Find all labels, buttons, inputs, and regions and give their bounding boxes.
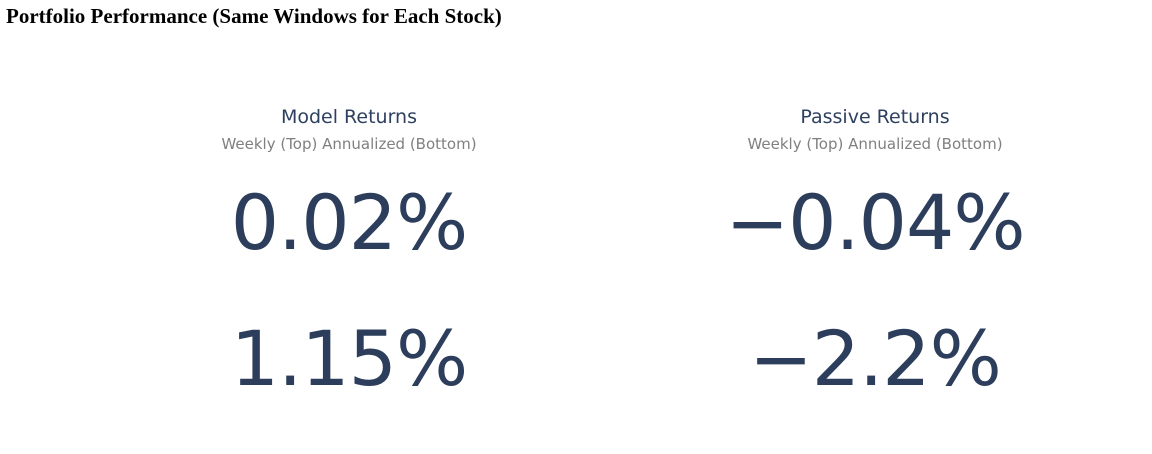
- model-weekly-return-value: 0.02%: [230, 178, 468, 267]
- model-returns-subtitle: Weekly (Top) Annualized (Bottom): [221, 135, 477, 153]
- passive-returns-title: Passive Returns: [800, 106, 950, 128]
- passive-returns-subtitle: Weekly (Top) Annualized (Bottom): [747, 135, 1003, 153]
- model-returns-title: Model Returns: [280, 106, 418, 128]
- model-returns-panel: Model Returns Weekly (Top) Annualized (B…: [139, 104, 559, 404]
- passive-weekly-return-value: −0.04%: [725, 178, 1025, 267]
- passive-annualized-return-value: −2.2%: [749, 314, 1002, 403]
- passive-returns-panel: Passive Returns Weekly (Top) Annualized …: [665, 104, 1085, 404]
- model-annualized-return-value: 1.15%: [230, 314, 468, 403]
- page-title: Portfolio Performance (Same Windows for …: [6, 4, 502, 28]
